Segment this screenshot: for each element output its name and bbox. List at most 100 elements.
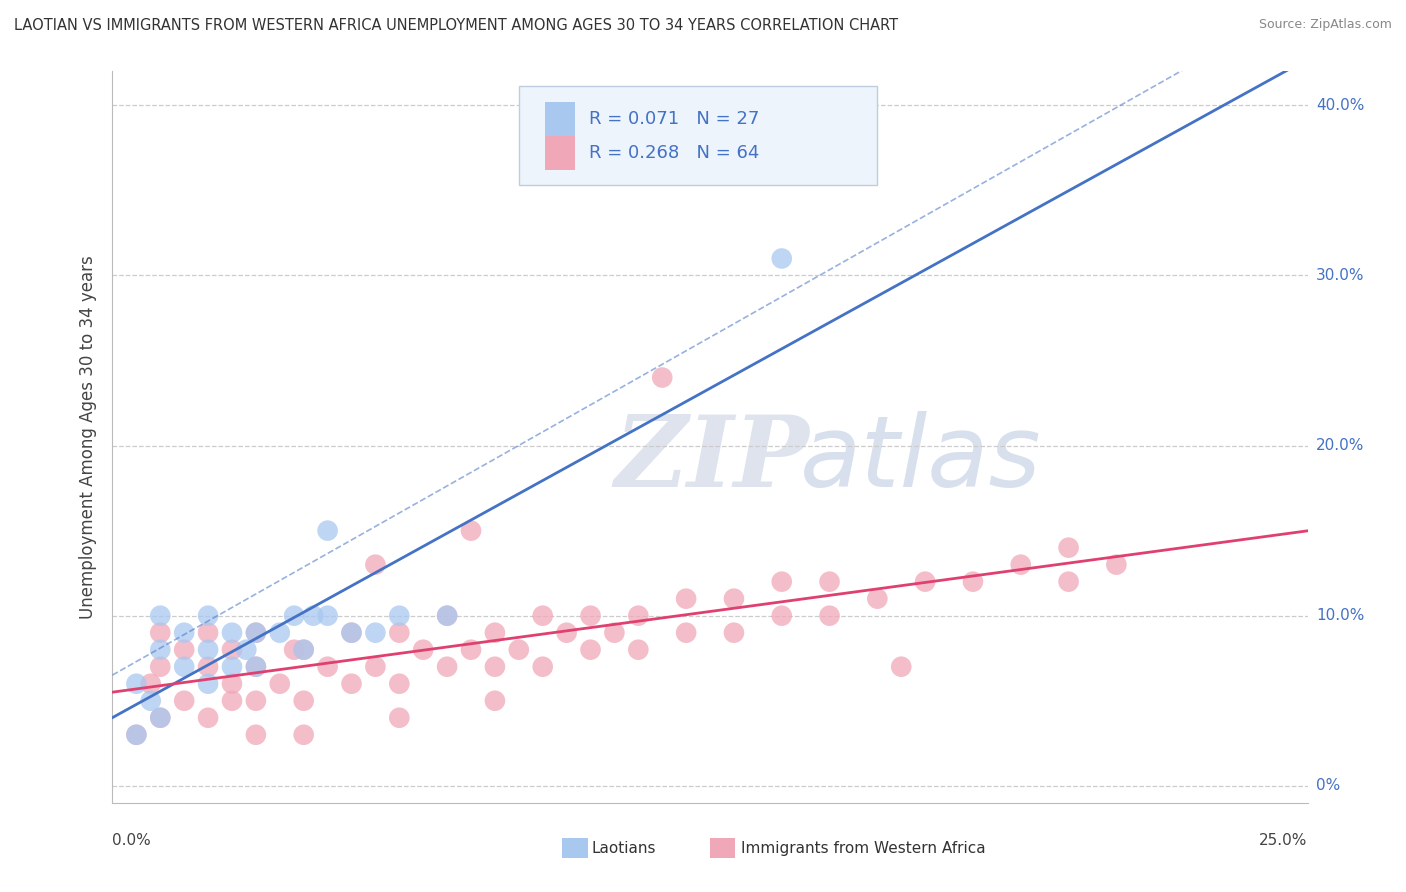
- Point: [292, 728, 315, 742]
- Point: [292, 694, 315, 708]
- Point: [269, 677, 291, 691]
- Point: [675, 625, 697, 640]
- Point: [221, 642, 243, 657]
- Point: [245, 659, 267, 673]
- Point: [221, 625, 243, 640]
- Text: 25.0%: 25.0%: [1260, 833, 1308, 848]
- Point: [531, 659, 554, 673]
- Point: [460, 524, 482, 538]
- Point: [651, 370, 673, 384]
- Text: 40.0%: 40.0%: [1316, 98, 1364, 113]
- Point: [1057, 541, 1080, 555]
- Point: [197, 677, 219, 691]
- Point: [292, 642, 315, 657]
- Point: [531, 608, 554, 623]
- Point: [340, 625, 363, 640]
- Point: [221, 694, 243, 708]
- Point: [125, 728, 148, 742]
- Point: [723, 625, 745, 640]
- Point: [149, 659, 172, 673]
- Point: [245, 694, 267, 708]
- Point: [364, 625, 387, 640]
- Point: [173, 642, 195, 657]
- Point: [197, 625, 219, 640]
- Point: [221, 677, 243, 691]
- Point: [197, 711, 219, 725]
- Point: [770, 252, 793, 266]
- Point: [770, 608, 793, 623]
- FancyBboxPatch shape: [546, 102, 575, 136]
- Point: [436, 608, 458, 623]
- Point: [627, 642, 650, 657]
- Point: [245, 728, 267, 742]
- Point: [269, 625, 291, 640]
- Point: [283, 642, 305, 657]
- Point: [245, 625, 267, 640]
- Point: [890, 659, 912, 673]
- Text: Immigrants from Western Africa: Immigrants from Western Africa: [741, 841, 986, 855]
- FancyBboxPatch shape: [519, 86, 877, 185]
- Point: [1010, 558, 1032, 572]
- Point: [245, 659, 267, 673]
- Point: [770, 574, 793, 589]
- Point: [484, 659, 506, 673]
- Point: [388, 711, 411, 725]
- Point: [125, 677, 148, 691]
- Point: [197, 659, 219, 673]
- Point: [235, 642, 257, 657]
- Point: [173, 659, 195, 673]
- Point: [818, 574, 841, 589]
- Point: [484, 694, 506, 708]
- Text: 0.0%: 0.0%: [112, 833, 152, 848]
- Point: [388, 608, 411, 623]
- Text: Source: ZipAtlas.com: Source: ZipAtlas.com: [1258, 18, 1392, 31]
- Point: [436, 659, 458, 673]
- Point: [866, 591, 889, 606]
- Text: R = 0.268   N = 64: R = 0.268 N = 64: [589, 145, 759, 162]
- Point: [221, 659, 243, 673]
- Y-axis label: Unemployment Among Ages 30 to 34 years: Unemployment Among Ages 30 to 34 years: [79, 255, 97, 619]
- Point: [484, 625, 506, 640]
- Point: [388, 625, 411, 640]
- Point: [149, 642, 172, 657]
- Text: ZIP: ZIP: [614, 411, 810, 508]
- Point: [173, 625, 195, 640]
- Point: [197, 642, 219, 657]
- Text: 20.0%: 20.0%: [1316, 438, 1364, 453]
- Point: [962, 574, 984, 589]
- Text: 30.0%: 30.0%: [1316, 268, 1364, 283]
- Point: [173, 694, 195, 708]
- Point: [388, 677, 411, 691]
- Point: [460, 642, 482, 657]
- Point: [149, 625, 172, 640]
- Point: [149, 608, 172, 623]
- Point: [197, 608, 219, 623]
- Point: [1057, 574, 1080, 589]
- Point: [412, 642, 434, 657]
- Point: [139, 694, 162, 708]
- Point: [316, 659, 339, 673]
- Point: [818, 608, 841, 623]
- Point: [627, 608, 650, 623]
- Point: [340, 677, 363, 691]
- FancyBboxPatch shape: [546, 136, 575, 170]
- Point: [283, 608, 305, 623]
- Text: R = 0.071   N = 27: R = 0.071 N = 27: [589, 110, 759, 128]
- Point: [508, 642, 530, 657]
- Point: [1105, 558, 1128, 572]
- Text: 10.0%: 10.0%: [1316, 608, 1364, 624]
- Point: [675, 591, 697, 606]
- Point: [292, 642, 315, 657]
- Point: [723, 591, 745, 606]
- Point: [149, 711, 172, 725]
- Text: LAOTIAN VS IMMIGRANTS FROM WESTERN AFRICA UNEMPLOYMENT AMONG AGES 30 TO 34 YEARS: LAOTIAN VS IMMIGRANTS FROM WESTERN AFRIC…: [14, 18, 898, 33]
- Point: [125, 728, 148, 742]
- Point: [302, 608, 325, 623]
- Point: [316, 524, 339, 538]
- Point: [436, 608, 458, 623]
- Point: [579, 642, 602, 657]
- Point: [139, 677, 162, 691]
- Point: [914, 574, 936, 589]
- Point: [316, 608, 339, 623]
- Point: [364, 558, 387, 572]
